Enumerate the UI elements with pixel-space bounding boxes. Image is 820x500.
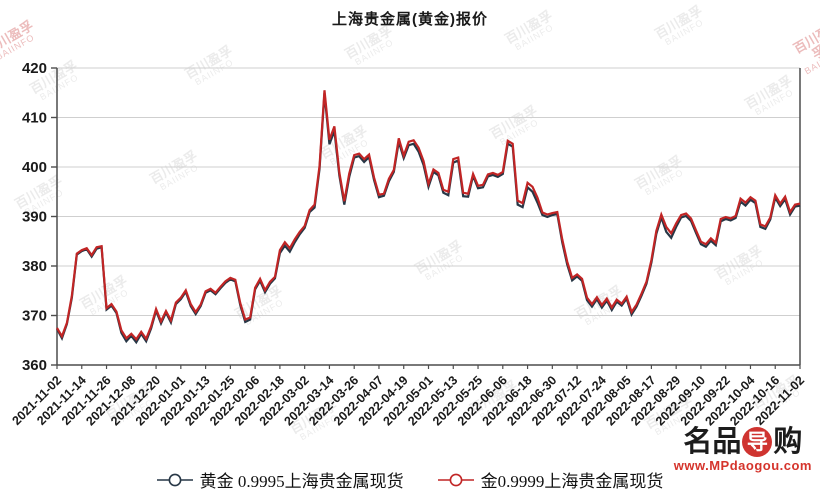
y-axis-label: 370 (22, 308, 47, 325)
mpdaogou-logo: 名品 导 购 www.MPdaogou.com (671, 427, 814, 473)
logo-char-right: 购 (773, 425, 803, 458)
legend-item-gold-9999: 金0.9999上海贵金属现货 (437, 467, 664, 492)
x-axis: 2021-11-022021-11-142021-11-262021-12-08… (9, 365, 807, 428)
legend-item-gold-9995: 黄金 0.9995上海贵金属现货 (156, 467, 404, 492)
series-lines (56, 90, 801, 345)
legend-label-gold-9999: 金0.9999上海贵金属现货 (480, 472, 664, 491)
chart-title: 上海贵金属(黄金)报价 (332, 11, 488, 28)
axis-frame (56, 68, 801, 366)
legend: 黄金 0.9995上海贵金属现货 金0.9999上海贵金属现货 (0, 467, 820, 492)
line-circle-marker-dark-icon (156, 473, 193, 486)
series-line-1 (56, 90, 801, 342)
logo-char-middle-red-circle: 导 (742, 427, 773, 457)
mpdaogou-logo-characters: 名品 导 购 (674, 427, 812, 457)
y-axis-label: 390 (22, 209, 47, 226)
legend-label-gold-9995: 黄金 0.9995上海贵金属现货 (199, 472, 404, 491)
y-axis-label: 410 (22, 110, 47, 127)
y-axis: 360 370 380 390 400 410 420 (22, 60, 57, 374)
series-line-0 (56, 93, 801, 345)
y-axis-label: 400 (22, 159, 47, 176)
y-axis-label: 360 (22, 357, 47, 374)
mpdaogou-url: www.MPdaogou.com (673, 458, 812, 473)
logo-char-left: 名品 (683, 425, 742, 458)
y-axis-label: 420 (22, 60, 47, 77)
y-axis-label: 380 (22, 258, 47, 275)
gridlines (57, 67, 800, 316)
line-circle-marker-red-icon (437, 473, 474, 486)
